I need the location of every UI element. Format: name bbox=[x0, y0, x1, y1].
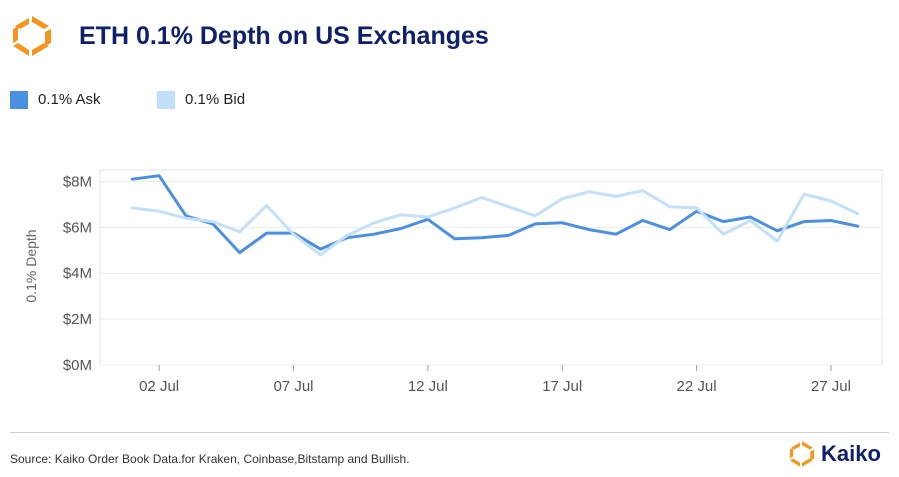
series-lines bbox=[130, 174, 860, 257]
x-tick-label: 17 Jul bbox=[542, 378, 582, 395]
x-tick-label: 02 Jul bbox=[139, 378, 179, 395]
legend-swatch-ask bbox=[10, 91, 28, 109]
y-axis-ticks: $0M $2M $4M $6M $8M bbox=[63, 173, 92, 374]
x-tick-label: 07 Jul bbox=[273, 378, 313, 395]
footer-divider bbox=[10, 432, 889, 433]
y-axis-label: 0.1% Depth bbox=[23, 229, 39, 302]
x-axis-ticks: 02 Jul 07 Jul 12 Jul 17 Jul 22 Jul 27 Jul bbox=[139, 365, 851, 395]
series-line-bid bbox=[130, 189, 860, 257]
y-tick-label: $0M bbox=[63, 357, 92, 374]
source-note: Source: Kaiko Order Book Data.for Kraken… bbox=[10, 452, 410, 466]
x-tick-label: 27 Jul bbox=[811, 378, 851, 395]
legend-label-ask: 0.1% Ask bbox=[38, 91, 101, 108]
kaiko-logo-icon bbox=[13, 16, 51, 56]
y-tick-label: $2M bbox=[63, 311, 92, 328]
legend-label-bid: 0.1% Bid bbox=[185, 91, 246, 108]
y-tick-label: $4M bbox=[63, 265, 92, 282]
y-tick-label: $8M bbox=[63, 173, 92, 190]
x-tick-label: 22 Jul bbox=[677, 378, 717, 395]
series-line-ask bbox=[130, 174, 860, 255]
legend-swatch-bid bbox=[157, 91, 175, 109]
x-tick-label: 12 Jul bbox=[408, 378, 448, 395]
brand-name: Kaiko bbox=[821, 441, 881, 466]
kaiko-logo-icon bbox=[789, 441, 815, 467]
page-title: ETH 0.1% Depth on US Exchanges bbox=[79, 22, 489, 50]
y-tick-label: $6M bbox=[63, 219, 92, 236]
line-chart: $0M $2M $4M $6M $8M 02 Jul 07 Jul 12 Jul 17 Jul… bbox=[23, 169, 883, 395]
